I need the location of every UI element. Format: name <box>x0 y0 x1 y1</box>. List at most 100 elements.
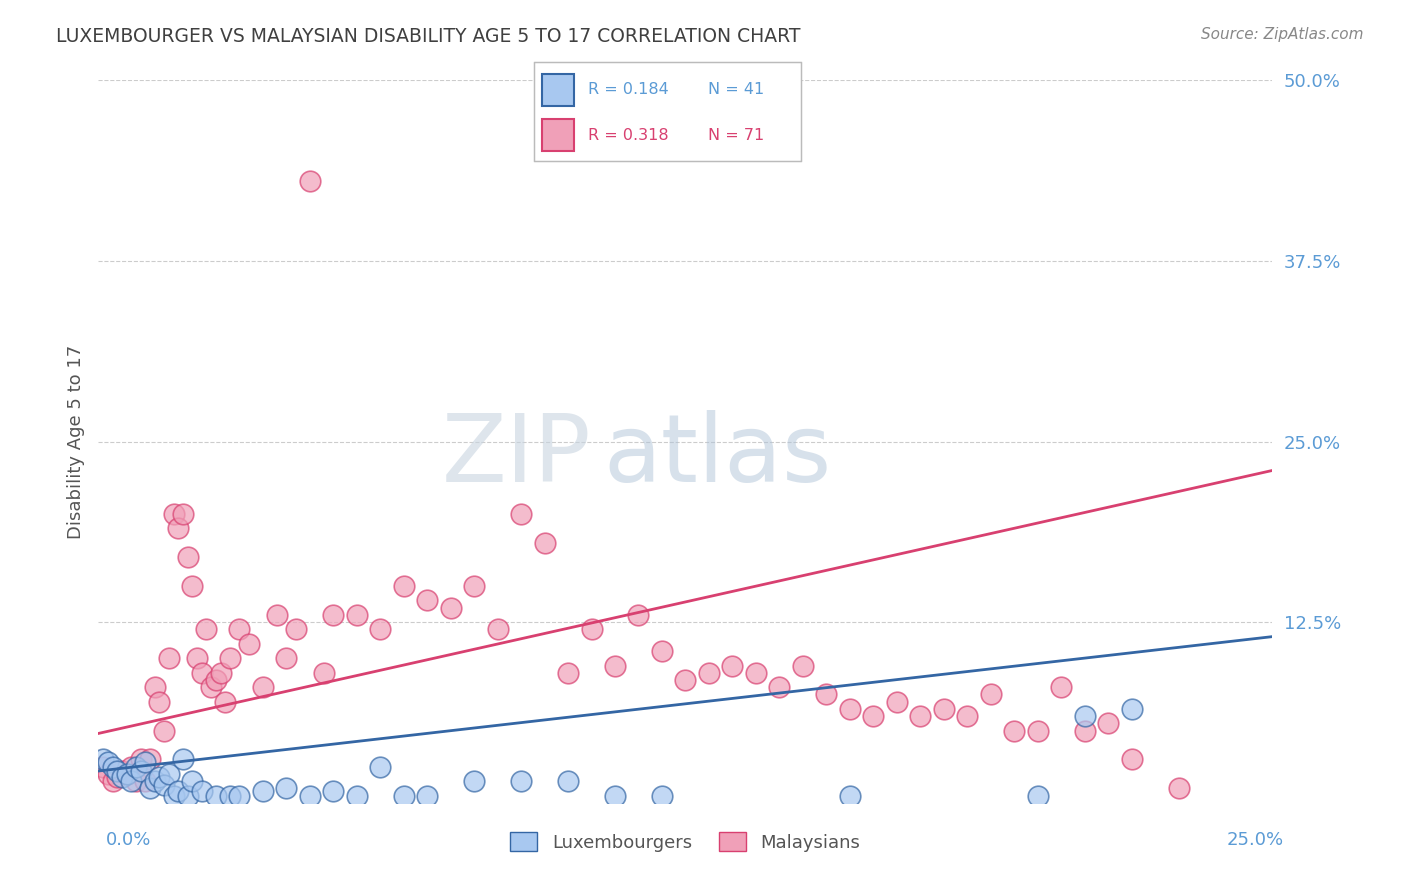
Point <box>134 774 156 789</box>
Point <box>1097 716 1119 731</box>
Point <box>101 774 124 789</box>
Point <box>143 680 166 694</box>
Point <box>125 774 148 789</box>
Point <box>651 789 673 803</box>
Point <box>105 770 128 784</box>
Point <box>190 784 212 798</box>
Point <box>252 784 274 798</box>
Point <box>157 651 180 665</box>
Point <box>190 665 212 680</box>
Point <box>1026 789 1049 803</box>
Text: Source: ZipAtlas.com: Source: ZipAtlas.com <box>1201 27 1364 42</box>
Point <box>298 789 321 803</box>
Point <box>219 789 242 803</box>
Point <box>186 651 208 665</box>
Point <box>1002 723 1025 738</box>
Point <box>392 789 415 803</box>
Point <box>91 760 114 774</box>
Point <box>603 658 626 673</box>
Point <box>1073 709 1095 723</box>
Point <box>768 680 790 694</box>
Point <box>838 789 860 803</box>
Point <box>651 644 673 658</box>
Point <box>238 637 260 651</box>
FancyBboxPatch shape <box>543 120 575 151</box>
Text: ZIP: ZIP <box>441 410 592 502</box>
Point <box>172 507 194 521</box>
Point <box>368 623 391 637</box>
Legend: Luxembourgers, Malaysians: Luxembourgers, Malaysians <box>503 825 868 859</box>
Point <box>125 760 148 774</box>
Point <box>298 174 321 188</box>
Point <box>284 623 307 637</box>
Point <box>815 687 838 701</box>
Point <box>120 760 142 774</box>
Y-axis label: Disability Age 5 to 17: Disability Age 5 to 17 <box>66 344 84 539</box>
Point <box>195 623 218 637</box>
Point <box>181 579 204 593</box>
Point <box>932 702 955 716</box>
Point <box>886 695 908 709</box>
Point <box>129 764 152 778</box>
Point <box>416 789 439 803</box>
Point <box>510 774 533 789</box>
Point <box>209 665 232 680</box>
Point <box>115 767 138 781</box>
Point <box>510 507 533 521</box>
Point <box>581 623 603 637</box>
Point <box>176 789 198 803</box>
Point <box>219 651 242 665</box>
FancyBboxPatch shape <box>543 74 575 105</box>
Point <box>322 607 344 622</box>
Point <box>745 665 768 680</box>
Point <box>120 774 142 789</box>
Point <box>134 756 156 770</box>
Point <box>252 680 274 694</box>
Point <box>697 665 720 680</box>
Point <box>533 535 555 549</box>
Point <box>838 702 860 716</box>
Point <box>172 752 194 766</box>
Point <box>162 507 184 521</box>
Point <box>200 680 222 694</box>
Point <box>463 579 485 593</box>
Point <box>908 709 931 723</box>
Point <box>276 781 298 796</box>
Point <box>97 767 120 781</box>
Text: 25.0%: 25.0% <box>1226 831 1284 849</box>
Point <box>486 623 509 637</box>
Point <box>129 752 152 766</box>
Point <box>143 774 166 789</box>
Point <box>148 770 170 784</box>
Point <box>1050 680 1073 694</box>
Point <box>392 579 415 593</box>
Point <box>153 779 176 793</box>
Text: N = 41: N = 41 <box>709 82 765 97</box>
Point <box>463 774 485 789</box>
Point <box>176 550 198 565</box>
Point <box>1121 752 1143 766</box>
Point <box>1167 781 1189 796</box>
Point <box>675 673 697 687</box>
Point <box>214 695 236 709</box>
Text: atlas: atlas <box>603 410 831 502</box>
Point <box>439 600 461 615</box>
Text: R = 0.184: R = 0.184 <box>588 82 668 97</box>
Point <box>862 709 884 723</box>
Point <box>167 521 190 535</box>
Point <box>97 756 120 770</box>
Point <box>157 767 180 781</box>
Point <box>139 752 162 766</box>
Point <box>162 789 184 803</box>
Point <box>181 774 204 789</box>
Point <box>346 607 368 622</box>
Point <box>167 784 190 798</box>
Point <box>416 593 439 607</box>
Point <box>205 789 228 803</box>
Point <box>101 760 124 774</box>
Point <box>603 789 626 803</box>
Point <box>721 658 744 673</box>
Point <box>980 687 1002 701</box>
Point <box>111 770 134 784</box>
Text: 0.0%: 0.0% <box>105 831 150 849</box>
